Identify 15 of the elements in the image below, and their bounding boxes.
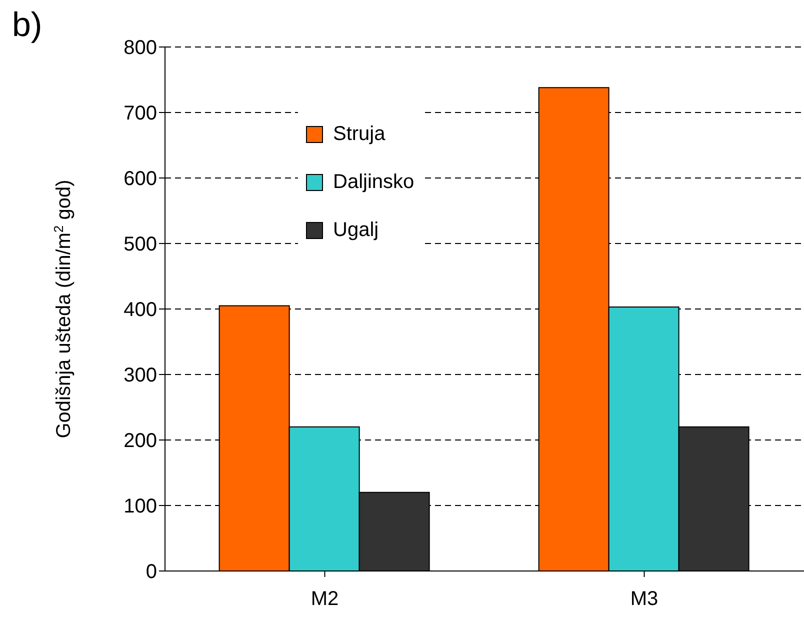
- y-tick-label: 800: [124, 37, 157, 60]
- text: b): [12, 6, 42, 45]
- y-tick-label: 100: [124, 496, 157, 518]
- x-tick-label: M3: [630, 588, 658, 610]
- legend-label: Daljinsko: [333, 170, 414, 194]
- y-tick-label: 400: [124, 299, 157, 322]
- y-tick-label: 0: [146, 561, 157, 584]
- y-tick-label: 200: [124, 430, 157, 452]
- y-tick-label: 300: [124, 364, 157, 387]
- y-tick-label: 500: [124, 234, 157, 256]
- y-tick-label: 700: [124, 102, 157, 125]
- x-tick-label: M2: [310, 588, 339, 610]
- legend-label: Ugalj: [333, 218, 379, 242]
- y-tick-label: 600: [124, 168, 157, 190]
- legend-label: Struja: [333, 122, 386, 146]
